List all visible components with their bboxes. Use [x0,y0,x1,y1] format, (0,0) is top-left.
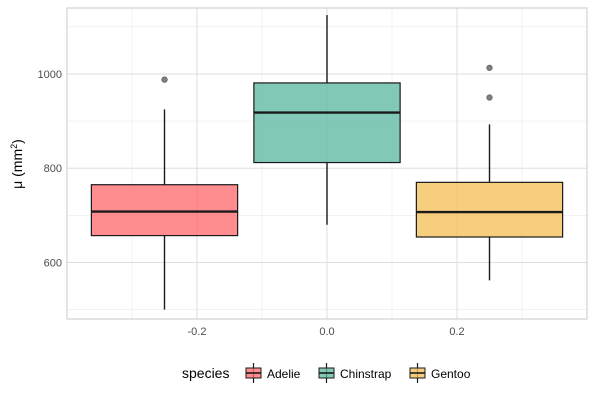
box-chinstrap [253,15,401,225]
box-body [415,181,564,238]
x-tick-label: 0.2 [449,326,464,338]
legend-item-chinstrap: Chinstrap [318,363,392,383]
box-body [253,82,401,164]
box-gentoo [415,64,564,281]
legend-label: Gentoo [431,367,471,381]
legend-label: Adelie [267,367,301,381]
y-axis-title-unit: mm [9,149,25,172]
y-tick-label: 1000 [38,69,62,81]
box-adelie [90,76,239,310]
y-axis-title-paren-open: ( [9,172,25,181]
y-axis-title-paren-close: ) [9,139,25,144]
axis-layer: -0.2 0.0 0.2 600 800 1000 [38,69,465,338]
box-body [90,184,239,237]
x-tick-label: 0.0 [319,326,334,338]
legend-label: Chinstrap [340,367,392,381]
y-tick-label: 800 [44,163,62,175]
legend-title: species [182,365,229,381]
outlier-point [486,94,493,101]
y-axis-title-symbol: μ [9,181,25,189]
outlier-point [486,64,493,71]
plot-panel-border [66,7,588,320]
legend: species Adelie Chinstrap Gentoo [182,363,471,383]
y-axis-title: μ (mm2) [9,139,25,189]
y-axis-title-exponent: 2 [9,144,19,149]
y-tick-label: 600 [44,257,62,269]
legend-item-gentoo: Gentoo [409,363,471,383]
outlier-point [161,76,168,83]
legend-item-adelie: Adelie [245,363,301,383]
x-tick-label: -0.2 [188,326,207,338]
box-layer [90,15,564,310]
